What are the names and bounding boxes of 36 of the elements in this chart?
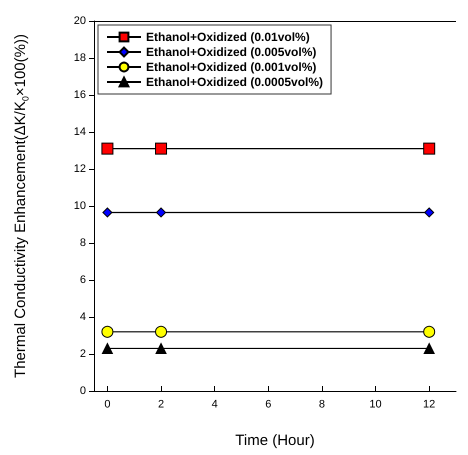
y-tick-label: 4 [80,311,86,323]
y-tick-label: 16 [74,89,86,101]
point [423,142,436,155]
y-tick-label: 18 [74,52,86,64]
x-tick-label: 8 [318,398,325,410]
y-tick-label: 14 [74,126,86,138]
y-tick-label: 10 [74,200,86,212]
x-tick-label: 4 [212,398,218,410]
point [156,207,166,218]
point [155,326,168,338]
x-tick-label: 6 [265,398,272,410]
y-tick-label: 0 [80,385,86,397]
x-tick-label: 10 [369,398,382,410]
y-tick-label: 12 [74,163,86,175]
point [156,342,167,354]
point [101,142,114,155]
point [424,207,434,218]
x-tick-label: 0 [104,398,110,410]
y-tick-label: 8 [80,237,86,249]
point [423,326,436,338]
x-tick-label: 2 [158,398,164,410]
y-axis-title: Thermal Conductivity Enhancement(ΔK/K0×100(%)) [12,34,30,378]
x-axis-title: Time (Hour) [235,432,315,449]
point [155,142,168,155]
y-tick-label: 20 [74,15,86,27]
legend-label: Ethanol+Oxidized (0.005vol%) [146,45,316,59]
x-tick-label: 12 [423,398,436,410]
legend-label: Ethanol+Oxidized (0.0005vol%) [146,75,324,89]
point [102,207,112,218]
legend-label: Ethanol+Oxidized (0.01vol%) [146,30,310,44]
point [102,342,113,354]
y-tick-label: 2 [80,348,86,360]
y-tick-label: 6 [80,274,86,286]
point [424,342,435,354]
legend-label: Ethanol+Oxidized (0.001vol%) [146,60,316,74]
point [101,326,114,338]
